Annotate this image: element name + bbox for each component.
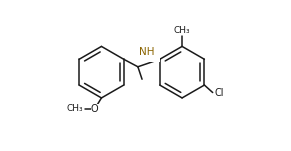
Text: CH₃: CH₃: [174, 26, 190, 35]
Text: O: O: [91, 104, 99, 114]
Text: NH: NH: [139, 47, 155, 57]
Text: NH: NH: [139, 47, 155, 57]
Text: Cl: Cl: [214, 88, 224, 98]
Text: CH₃: CH₃: [67, 104, 83, 113]
